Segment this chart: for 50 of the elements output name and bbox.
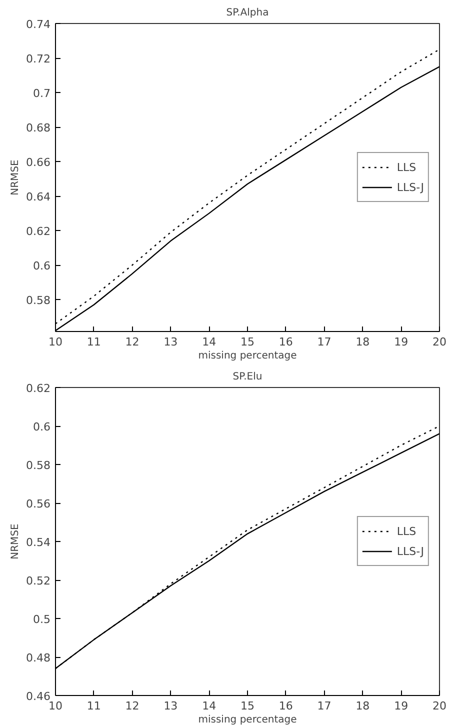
x-axis-title: missing percentage (198, 350, 297, 362)
y-tick-label: 0.52 (26, 574, 51, 588)
y-tick-label: 0.68 (26, 122, 51, 135)
y-tick-label: 0.66 (26, 156, 51, 170)
y-tick-label: 0.48 (26, 652, 51, 664)
y-tick-label: 0.72 (26, 52, 51, 66)
y-tick-label: 0.5 (33, 613, 51, 626)
y-axis-title: NRMSE (10, 524, 22, 560)
legend-label: LLS (396, 160, 417, 174)
chart-title: SP.Alpha (226, 8, 269, 18)
x-tick-label: 10 (48, 336, 62, 348)
x-tick-label: 13 (164, 336, 178, 348)
y-tick-label: 0.62 (26, 382, 51, 395)
y-tick-label: 0.58 (26, 459, 51, 472)
y-tick-label: 0.54 (26, 536, 51, 549)
x-tick-label: 20 (432, 700, 446, 712)
x-tick-label: 11 (86, 700, 101, 712)
x-tick-label: 17 (317, 700, 332, 712)
x-tick-label: 15 (240, 700, 254, 712)
legend-label: LLS-J (396, 544, 424, 558)
x-tick-label: 10 (48, 700, 62, 712)
x-tick-label: 19 (394, 700, 408, 712)
y-tick-label: 0.74 (26, 18, 51, 31)
x-tick-label: 13 (164, 700, 178, 712)
x-tick-label: 11 (86, 336, 101, 348)
x-tick-label: 20 (432, 336, 446, 348)
x-tick-label: 16 (278, 336, 293, 348)
y-tick-label: 0.46 (26, 690, 51, 703)
x-tick-label: 12 (125, 700, 140, 712)
x-tick-label: 19 (394, 336, 408, 348)
x-tick-label: 14 (202, 336, 216, 348)
y-axis-title: NRMSE (10, 160, 22, 196)
y-tick-label: 0.64 (26, 190, 51, 204)
x-axis-title: missing percentage (198, 714, 297, 726)
chart-title: SP.Elu (232, 372, 262, 382)
y-tick-label: 0.56 (26, 498, 51, 510)
y-tick-label: 0.7 (33, 87, 51, 100)
x-tick-label: 18 (356, 336, 370, 348)
x-tick-label: 12 (125, 336, 140, 348)
x-tick-label: 14 (202, 700, 216, 712)
legend-label: LLS (396, 524, 417, 538)
y-tick-label: 0.6 (33, 420, 51, 434)
x-tick-label: 15 (240, 336, 254, 348)
x-tick-label: 16 (278, 700, 293, 712)
y-tick-label: 0.62 (26, 225, 51, 238)
y-tick-label: 0.58 (26, 294, 51, 308)
x-tick-label: 18 (356, 700, 370, 712)
y-tick-label: 0.6 (33, 260, 51, 273)
legend-label: LLS-J (396, 180, 424, 194)
x-tick-label: 17 (317, 336, 332, 348)
